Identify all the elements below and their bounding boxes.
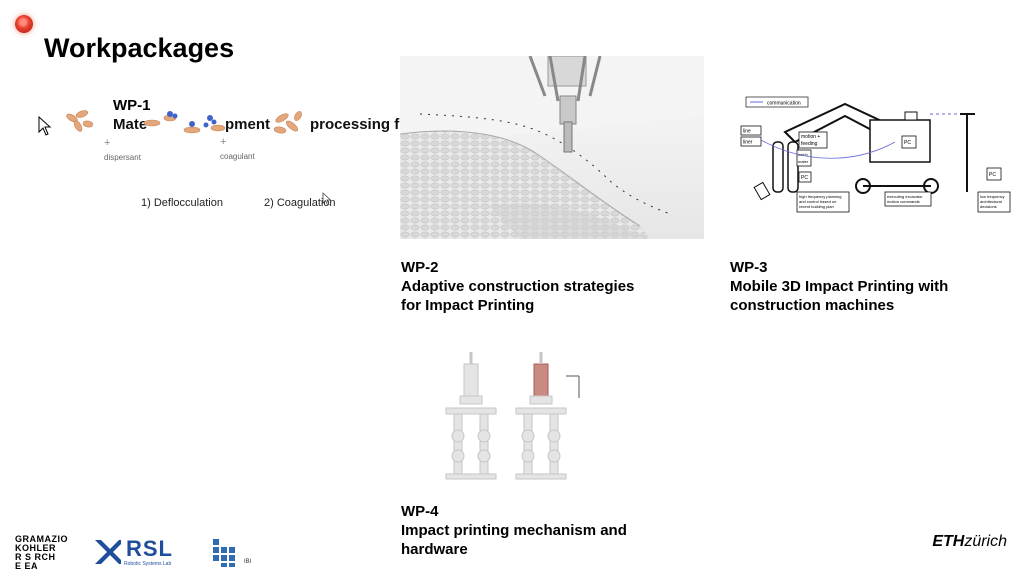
mouse-cursor-icon xyxy=(38,116,52,136)
wp1-subtitle-right: processing f xyxy=(310,116,400,133)
wp1-subtitle-mid: pment xyxy=(225,116,270,133)
wp2-printing-render-image xyxy=(400,56,704,239)
svg-text:architectural: architectural xyxy=(980,199,1002,204)
plus-sign: + xyxy=(220,136,227,148)
rsl-logo-text: RSL xyxy=(126,536,173,561)
wp4-id: WP-4 xyxy=(401,503,439,520)
wp2-title-line1: Adaptive construction strategies xyxy=(401,278,635,295)
ibi-label: IBI xyxy=(244,559,252,565)
deflocculation-label: 1) Deflocculation xyxy=(141,197,223,209)
coagulation-label: 2) Coagulation xyxy=(264,197,336,209)
svg-text:communication: communication xyxy=(767,101,801,107)
wp2-id: WP-2 xyxy=(401,259,439,276)
svg-text:line: line xyxy=(743,129,751,135)
recording-indicator-icon xyxy=(15,15,33,33)
svg-text:PC: PC xyxy=(801,175,808,181)
dispersant-label: dispersant xyxy=(104,153,141,162)
wp1-id: WP-1 xyxy=(113,97,151,114)
wp3-system-diagram: communication PC PC line liner motion + … xyxy=(740,96,1011,213)
svg-text:decisions: decisions xyxy=(980,204,997,209)
eth-zurich-logo: ETHzürich xyxy=(932,533,1007,550)
wp4-title-line1: Impact printing mechanism and xyxy=(401,522,627,539)
rsl-logo-icon xyxy=(95,540,121,564)
particle-cluster-icon xyxy=(66,110,94,132)
svg-text:batch: batch xyxy=(798,152,808,157)
coagulated-particles-icon xyxy=(273,111,302,134)
svg-text:executing excavator: executing excavator xyxy=(887,194,923,199)
page-title: Workpackages xyxy=(44,33,235,63)
svg-text:high frequency planning: high frequency planning xyxy=(799,194,841,199)
svg-text:motion +: motion + xyxy=(801,134,820,140)
svg-text:mater: mater xyxy=(798,159,809,164)
coagulant-label: coagulant xyxy=(220,152,255,161)
gkr-logo: GRAMAZIO KOHLER R S RCH E EA xyxy=(15,534,68,571)
svg-text:PC: PC xyxy=(904,140,911,146)
mouse-cursor-icon xyxy=(322,192,332,206)
svg-text:low frequency: low frequency xyxy=(980,194,1005,199)
svg-text:PC: PC xyxy=(989,172,996,178)
wp3-title-line2: construction machines xyxy=(730,297,895,314)
wp4-title-line2: hardware xyxy=(401,541,468,558)
wp3-id: WP-3 xyxy=(730,259,768,276)
dispersed-particles-icon xyxy=(143,111,226,134)
plus-sign: + xyxy=(104,137,111,149)
ibi-logo-icon xyxy=(213,539,235,567)
svg-text:and control based on: and control based on xyxy=(799,199,836,204)
wp4-mechanism-render-image xyxy=(445,352,580,480)
svg-text:liner: liner xyxy=(743,140,753,146)
wp2-title-line2: for Impact Printing xyxy=(401,297,535,314)
svg-text:feeding: feeding xyxy=(801,141,818,147)
particle-illustration xyxy=(66,110,302,134)
svg-text:recent building plan: recent building plan xyxy=(799,204,834,209)
svg-text:motion commands: motion commands xyxy=(887,199,920,204)
rsl-subtitle: Robotic Systems Lab xyxy=(124,561,172,567)
wp3-title-line1: Mobile 3D Impact Printing with xyxy=(730,278,949,295)
wp1-subtitle-left: Mate xyxy=(113,116,148,133)
